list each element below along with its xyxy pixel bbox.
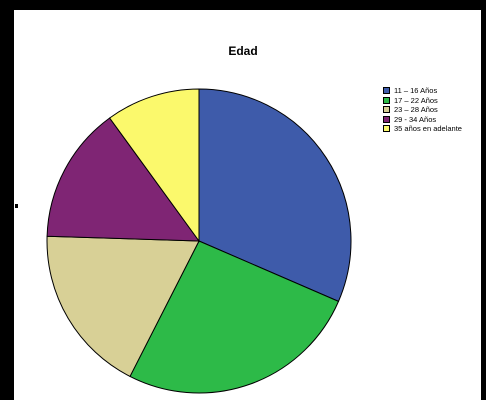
chart-title: Edad (228, 44, 258, 58)
legend-label: 11 – 16 Años (394, 86, 438, 96)
legend-label: 23 – 28 Años (394, 105, 438, 115)
legend-swatch (383, 125, 390, 133)
pie-slice (46, 117, 201, 242)
legend-item: 11 – 16 Años (383, 86, 462, 96)
edge-mark (15, 204, 18, 208)
legend-label: 35 años en adelante (394, 124, 462, 134)
legend-swatch (383, 87, 390, 95)
legend: 11 – 16 Años 17 – 22 Años 23 – 28 Años 29 -… (383, 86, 462, 134)
legend-swatch (383, 106, 390, 114)
legend-item: 23 – 28 Años (383, 105, 462, 115)
legend-item: 35 años en adelante (383, 124, 462, 134)
legend-swatch (383, 96, 390, 104)
legend-item: 29 - 34 Años (383, 115, 462, 125)
legend-label: 29 - 34 Años (394, 114, 437, 124)
legend-item: 17 – 22 Años (383, 96, 462, 106)
pie-slice (129, 240, 340, 394)
pie-slice (198, 88, 352, 303)
pie-slice (46, 235, 200, 378)
legend-swatch (383, 115, 390, 123)
edge-mark (253, 6, 256, 8)
legend-label: 17 – 22 Años (394, 95, 438, 105)
pie-slice (108, 88, 200, 243)
